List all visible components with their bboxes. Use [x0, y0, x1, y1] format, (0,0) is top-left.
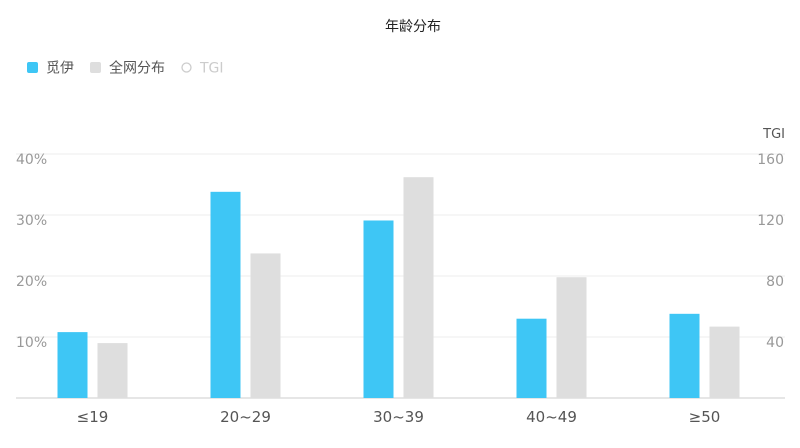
- legend-label: TGI: [199, 61, 224, 77]
- y-left-tick-label: 20%: [16, 274, 47, 290]
- y-left-tick-label: 30%: [16, 213, 47, 229]
- bar-1-2[interactable]: [403, 177, 434, 398]
- grid: 10% 20% 30% 40% 40 80 120 160: [16, 152, 785, 399]
- bar-0-2[interactable]: [363, 220, 394, 398]
- legend-marker: [90, 62, 101, 73]
- legend-label: 全网分布: [109, 60, 165, 77]
- bar-1-1[interactable]: [250, 253, 281, 398]
- legend-marker: [181, 62, 192, 73]
- y-left-tick-label: 40%: [16, 152, 47, 168]
- bar-0-4[interactable]: [669, 313, 700, 398]
- x-tick-label: ≥50: [689, 408, 721, 426]
- legend-label: 觅伊: [46, 61, 74, 77]
- x-tick-label: ≤19: [77, 408, 109, 426]
- legend-item-2[interactable]: TGI: [181, 61, 224, 77]
- legend-item-1[interactable]: 全网分布: [90, 60, 165, 77]
- bar-0-0[interactable]: [57, 332, 88, 398]
- chart-title: 年龄分布: [385, 19, 441, 35]
- legend-item-0[interactable]: 觅伊: [27, 61, 74, 77]
- y-right-tick-label: 40: [766, 335, 784, 351]
- bars: [57, 177, 740, 398]
- x-tick-label: 40~49: [526, 408, 577, 426]
- bar-1-0[interactable]: [97, 343, 128, 398]
- y-right-tick-label: 80: [766, 274, 784, 290]
- x-axis-labels: ≤19 20~29 30~39 40~49 ≥50: [77, 408, 721, 426]
- x-tick-label: 20~29: [220, 408, 271, 426]
- bar-0-3[interactable]: [516, 318, 547, 398]
- bar-0-1[interactable]: [210, 191, 241, 398]
- bar-1-3[interactable]: [556, 277, 587, 398]
- y-right-tick-label: 160: [757, 152, 784, 168]
- legend: 觅伊 全网分布 TGI: [27, 60, 224, 77]
- right-axis-label: TGI: [762, 127, 785, 142]
- legend-marker: [27, 62, 38, 73]
- y-left-tick-label: 10%: [16, 335, 47, 351]
- y-right-tick-label: 120: [757, 213, 784, 229]
- x-tick-label: 30~39: [373, 408, 424, 426]
- bar-1-4[interactable]: [709, 326, 740, 398]
